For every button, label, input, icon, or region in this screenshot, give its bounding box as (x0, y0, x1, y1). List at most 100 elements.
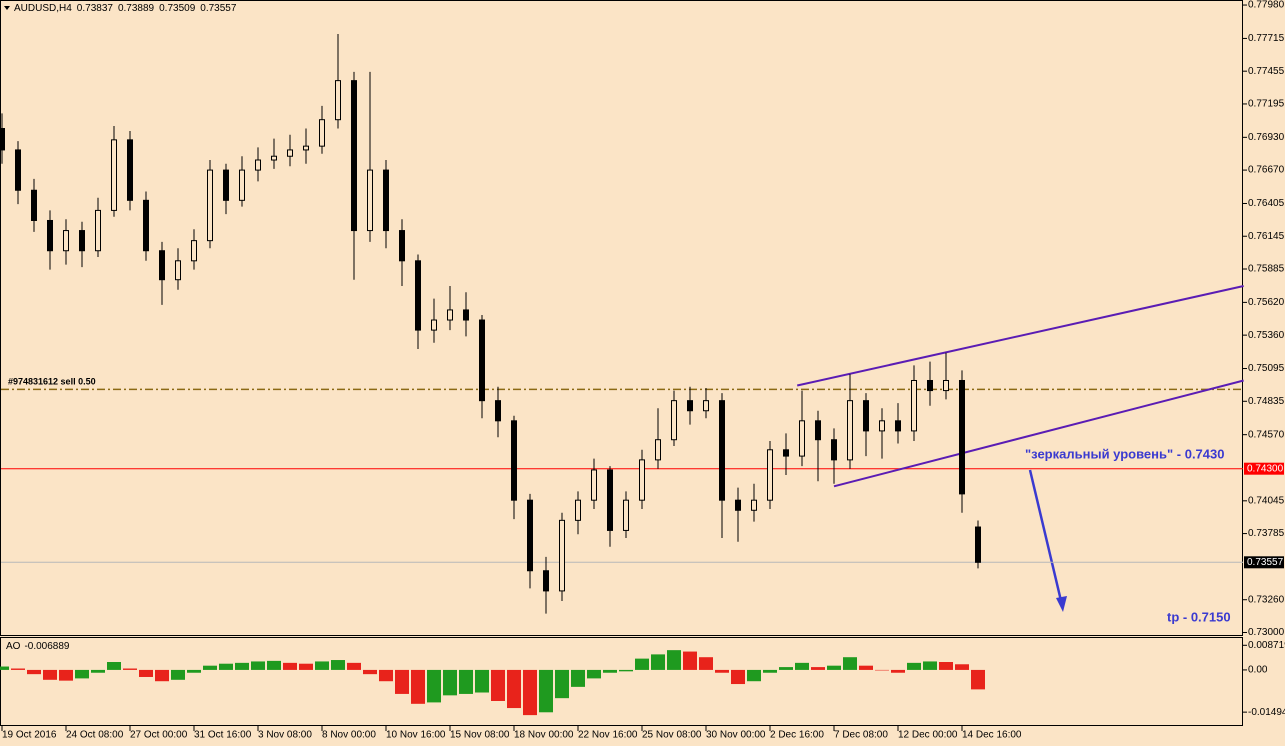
candle-body (63, 230, 69, 252)
y-tick-label: 0.73000 (1248, 627, 1285, 638)
ao-bar (843, 657, 857, 670)
candle-body (319, 119, 325, 147)
ao-bar (971, 669, 985, 690)
x-tick-label: 27 Oct 00:00 (130, 730, 188, 741)
candle-body (639, 459, 645, 501)
ao-bar (267, 660, 281, 670)
candle-body (735, 499, 741, 511)
ao-frame (0, 637, 1243, 726)
title-value: 0.73837 (77, 3, 114, 14)
candle-body (847, 400, 853, 461)
ao-bar (0, 666, 9, 670)
y-tick-label: 0.00 (1248, 665, 1268, 676)
candle-body (431, 319, 437, 331)
candle-body (255, 159, 261, 171)
y-tick-label: -0.014946 (1248, 707, 1285, 718)
candle-body (111, 139, 117, 211)
y-tick-label: 0.75360 (1248, 330, 1285, 341)
x-tick-label: 12 Dec 00:00 (898, 730, 958, 741)
ao-bar (619, 669, 633, 672)
candle-body (623, 499, 629, 531)
trendline (833, 379, 1244, 488)
ao-bar (763, 669, 777, 673)
candle-body (815, 420, 821, 441)
candle-body (239, 169, 245, 201)
ao-bar (795, 662, 809, 670)
y-tick-label: 0.76145 (1248, 231, 1285, 242)
x-tick-label: 2 Dec 16:00 (770, 730, 824, 741)
ao-bar (139, 669, 153, 677)
ao-bar (555, 669, 569, 699)
ao-bar (235, 662, 249, 670)
candle-body (159, 250, 165, 281)
x-tick-label: 3 Nov 08:00 (258, 730, 312, 741)
indicator-name: AO (6, 641, 21, 652)
y-tick-label: 0.75885 (1248, 264, 1285, 275)
candle-body (207, 169, 213, 242)
candle-body (495, 400, 501, 422)
ao-bar (539, 669, 553, 713)
candle-body (751, 499, 757, 511)
candle-body (783, 449, 789, 457)
ao-bar (475, 669, 489, 693)
ao-bar (75, 669, 89, 679)
x-tick-label: 14 Dec 16:00 (962, 730, 1022, 741)
y-tick-label: 0.76405 (1248, 198, 1285, 209)
y-tick-label: 0.76930 (1248, 132, 1285, 143)
x-tick-label: 18 Nov 00:00 (514, 730, 574, 741)
candle-body (47, 219, 53, 252)
candle-body (687, 400, 693, 412)
ao-bar (187, 669, 201, 673)
y-tick-label: 0.008719 (1248, 640, 1285, 651)
ao-bar (443, 669, 457, 696)
x-tick-label: 8 Nov 00:00 (322, 730, 376, 741)
ao-bar (651, 654, 665, 670)
ao-bar (251, 661, 265, 670)
ao-bar (331, 660, 345, 670)
ao-bar (939, 662, 953, 670)
candle-body (351, 80, 357, 232)
ao-bar (667, 650, 681, 670)
ao-bar (43, 669, 57, 680)
candle-body (15, 149, 21, 191)
candle-body (0, 128, 5, 151)
candle-body (703, 400, 709, 412)
candle-body (911, 379, 917, 432)
y-tick-label: 0.74570 (1248, 429, 1285, 440)
candle-body (511, 420, 517, 501)
x-tick-label: 25 Nov 08:00 (642, 730, 702, 741)
symbol: AUDUSD,H4 (14, 3, 72, 14)
ao-bar (91, 669, 105, 673)
ao-bar (603, 669, 617, 673)
candle-body (463, 309, 469, 321)
ao-bar (107, 662, 121, 670)
ao-bar (491, 669, 505, 701)
x-tick-label: 10 Nov 16:00 (386, 730, 446, 741)
candle-body (559, 519, 565, 592)
candle-body (543, 570, 549, 592)
x-tick-label: 15 Nov 08:00 (450, 730, 510, 741)
candle-body (671, 400, 677, 441)
ao-bar (779, 667, 793, 670)
ao-bar (875, 669, 889, 671)
ao-bar (219, 663, 233, 670)
ao-bar (283, 662, 297, 670)
candle-body (479, 319, 485, 402)
candle-body (399, 230, 405, 262)
ao-bar (379, 669, 393, 682)
indicator-value: -0.006889 (24, 641, 69, 652)
y-tick-label: 0.74835 (1248, 396, 1285, 407)
ao-bar (923, 661, 937, 670)
order-label: #974831612 sell 0.50 (8, 377, 96, 387)
ao-bar (123, 668, 137, 670)
y-tick-label: 0.75095 (1248, 363, 1285, 374)
candle-body (959, 379, 965, 495)
price-label-box (1244, 556, 1284, 569)
candle-body (127, 139, 133, 201)
x-tick-label: 19 Oct 2016 (2, 730, 57, 741)
chart-title: AUDUSD,H4 0.73837 0.73889 0.73509 0.73557 (14, 3, 237, 14)
candle-body (943, 379, 949, 392)
ao-bar (859, 665, 873, 670)
menu-triangle (4, 6, 10, 10)
